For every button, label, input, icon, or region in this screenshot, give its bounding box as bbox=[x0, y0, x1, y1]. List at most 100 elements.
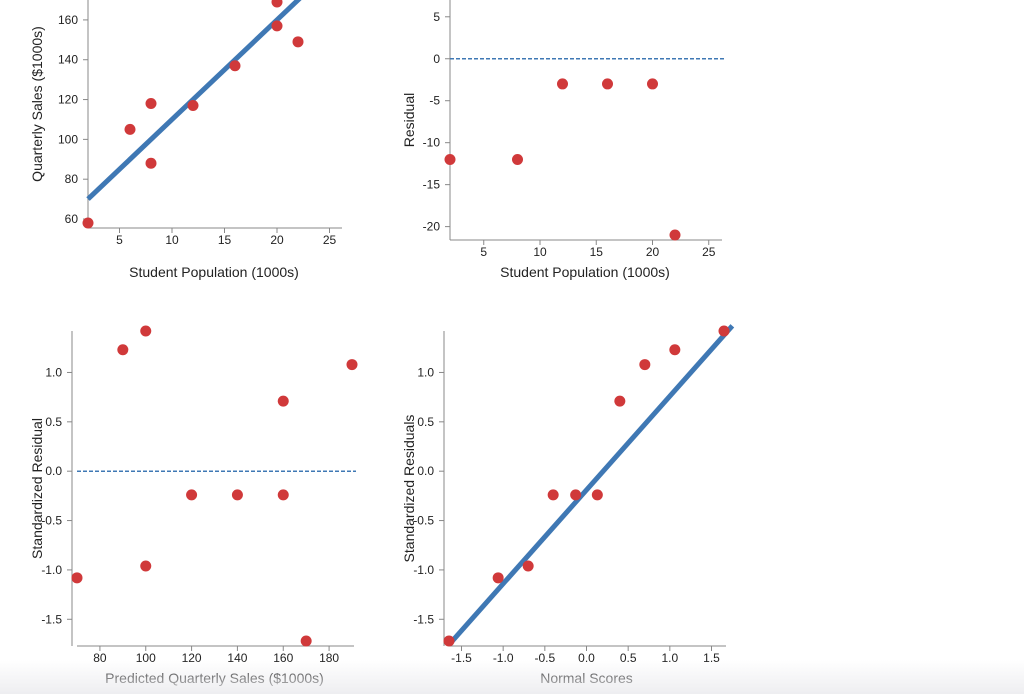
x-tick-label: 140 bbox=[227, 651, 247, 665]
data-point bbox=[669, 229, 681, 241]
x-tick-label: -1.0 bbox=[493, 651, 514, 665]
data-point bbox=[300, 635, 312, 647]
data-point bbox=[614, 395, 626, 407]
data-point bbox=[512, 153, 523, 165]
x-axis-title: Normal Scores bbox=[540, 670, 633, 686]
data-point bbox=[277, 395, 289, 407]
y-axis-title: Standardized Residuals bbox=[401, 415, 417, 563]
y-tick-label: 1.0 bbox=[45, 365, 62, 379]
y-tick-label: -1.0 bbox=[41, 563, 62, 577]
y-tick-label: 120 bbox=[58, 93, 78, 107]
regression-fit-line bbox=[447, 324, 735, 647]
x-tick-label: -1.5 bbox=[451, 651, 472, 665]
y-tick-label: -0.5 bbox=[413, 514, 434, 528]
data-point bbox=[145, 157, 157, 169]
y-tick-label: 1.0 bbox=[417, 365, 434, 379]
x-tick-label: -0.5 bbox=[534, 651, 555, 665]
data-point bbox=[639, 359, 651, 371]
y-tick-label: -15 bbox=[423, 178, 441, 192]
plot-area bbox=[82, 0, 304, 229]
regression-fit-line bbox=[86, 0, 302, 201]
x-tick-label: 180 bbox=[319, 651, 339, 665]
y-tick-label: -20 bbox=[423, 220, 441, 234]
x-tick-label: 160 bbox=[273, 651, 293, 665]
data-point bbox=[292, 36, 304, 48]
data-point bbox=[277, 489, 289, 501]
x-tick-label: 20 bbox=[646, 245, 660, 259]
data-point bbox=[145, 98, 157, 110]
y-tick-label: 60 bbox=[65, 212, 79, 226]
x-tick-label: 5 bbox=[480, 245, 487, 259]
data-point bbox=[557, 78, 568, 90]
y-tick-label: 0.0 bbox=[45, 464, 62, 478]
data-point bbox=[602, 78, 613, 90]
data-point bbox=[591, 489, 603, 501]
chart-panel-residual: 5 10 15 20 25 -20 -15 -10 -5 0 5 Student Population… bbox=[401, 0, 724, 280]
x-tick-label: 80 bbox=[93, 651, 107, 665]
data-point bbox=[186, 489, 198, 501]
data-point bbox=[271, 20, 283, 32]
y-tick-label: 0.0 bbox=[417, 464, 434, 478]
y-tick-label: -1.5 bbox=[413, 612, 434, 626]
chart-panel-std-residual: 80 100 120 140 160 180 -1.5 -1.0 -0.5 0.0 0.5 1.0 Pr… bbox=[29, 325, 358, 686]
data-point bbox=[271, 0, 283, 8]
x-tick-label: 1.5 bbox=[703, 651, 720, 665]
x-tick-label: 120 bbox=[182, 651, 202, 665]
x-tick-label: 15 bbox=[218, 233, 232, 247]
chart-panel-scatter: 5 10 15 20 25 60 80 100 120 140 160 Student Populat… bbox=[29, 0, 342, 280]
y-tick-label: 0.5 bbox=[45, 415, 62, 429]
data-point bbox=[444, 153, 456, 165]
data-point bbox=[140, 325, 152, 337]
plot-area bbox=[444, 58, 724, 241]
y-tick-label: 80 bbox=[65, 172, 79, 186]
y-axis-title: Quarterly Sales ($1000s) bbox=[29, 26, 45, 182]
y-tick-label: 160 bbox=[58, 13, 78, 27]
x-tick-label: 1.0 bbox=[661, 651, 678, 665]
data-point bbox=[124, 123, 136, 135]
data-point bbox=[570, 489, 582, 501]
x-axis-title: Predicted Quarterly Sales ($1000s) bbox=[105, 670, 324, 686]
x-axis-title: Student Population (1000s) bbox=[129, 264, 299, 280]
plot-area bbox=[443, 324, 735, 647]
x-tick-label: 20 bbox=[270, 233, 284, 247]
y-axis-title: Standardized Residual bbox=[29, 418, 45, 559]
x-tick-label: 0.5 bbox=[620, 651, 637, 665]
y-tick-label: 140 bbox=[58, 53, 78, 67]
data-point bbox=[231, 489, 243, 501]
data-point bbox=[71, 572, 83, 584]
data-point bbox=[229, 60, 241, 72]
x-tick-label: 25 bbox=[702, 245, 716, 259]
y-tick-label: -0.5 bbox=[41, 514, 62, 528]
chart-panel-normal-probability: -1.5 -1.0 -0.5 0.0 0.5 1.0 1.5 -1.5 -1.0 -0.5 0.0 0… bbox=[401, 324, 735, 686]
x-tick-label: 0.0 bbox=[578, 651, 595, 665]
data-point bbox=[647, 78, 658, 90]
data-point bbox=[187, 100, 199, 112]
data-point bbox=[443, 635, 455, 647]
x-tick-label: 15 bbox=[590, 245, 604, 259]
x-tick-label: 5 bbox=[116, 233, 123, 247]
y-tick-label: -1.0 bbox=[413, 563, 434, 577]
y-axis-title: Residual bbox=[401, 93, 417, 147]
data-point bbox=[669, 344, 681, 356]
data-point bbox=[522, 560, 534, 572]
x-tick-label: 25 bbox=[323, 233, 337, 247]
x-tick-label: 100 bbox=[136, 651, 156, 665]
data-point bbox=[82, 217, 94, 229]
data-point bbox=[492, 572, 504, 584]
x-tick-label: 10 bbox=[165, 233, 179, 247]
y-tick-label: -1.5 bbox=[41, 612, 62, 626]
x-axis-title: Student Population (1000s) bbox=[500, 264, 670, 280]
data-point bbox=[547, 489, 559, 501]
y-tick-label: 0.5 bbox=[417, 415, 434, 429]
data-point bbox=[718, 325, 730, 337]
x-tick-label: 10 bbox=[533, 245, 547, 259]
y-tick-label: 5 bbox=[433, 10, 440, 24]
data-point bbox=[346, 359, 358, 371]
data-point bbox=[117, 344, 129, 356]
data-point bbox=[140, 560, 152, 572]
y-tick-label: 100 bbox=[58, 132, 78, 146]
plot-area bbox=[71, 325, 358, 647]
y-tick-label: -5 bbox=[429, 94, 440, 108]
